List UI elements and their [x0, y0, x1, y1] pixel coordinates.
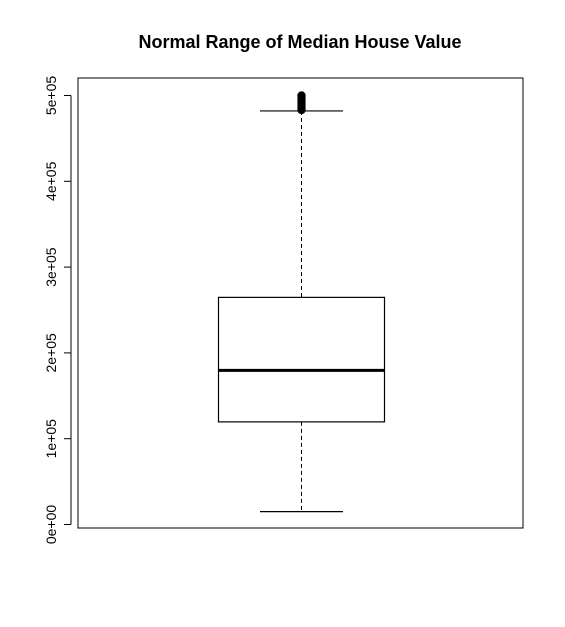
chart-title: Normal Range of Median House Value: [138, 32, 461, 52]
y-tick-label: 4e+05: [43, 161, 59, 201]
y-tick-label: 1e+05: [43, 419, 59, 459]
iqr-box: [217, 296, 386, 423]
y-tick-label: 2e+05: [43, 333, 59, 373]
y-tick-label: 3e+05: [43, 247, 59, 287]
y-tick-label: 0e+00: [43, 505, 59, 545]
y-axis: 0e+00 1e+05 2e+05 3e+05 4e+05 5e+05: [43, 76, 72, 545]
box-plot: [217, 91, 386, 513]
outlier-point: [297, 91, 306, 100]
plot-frame: [77, 77, 524, 529]
y-tick-label: 5e+05: [43, 76, 59, 116]
